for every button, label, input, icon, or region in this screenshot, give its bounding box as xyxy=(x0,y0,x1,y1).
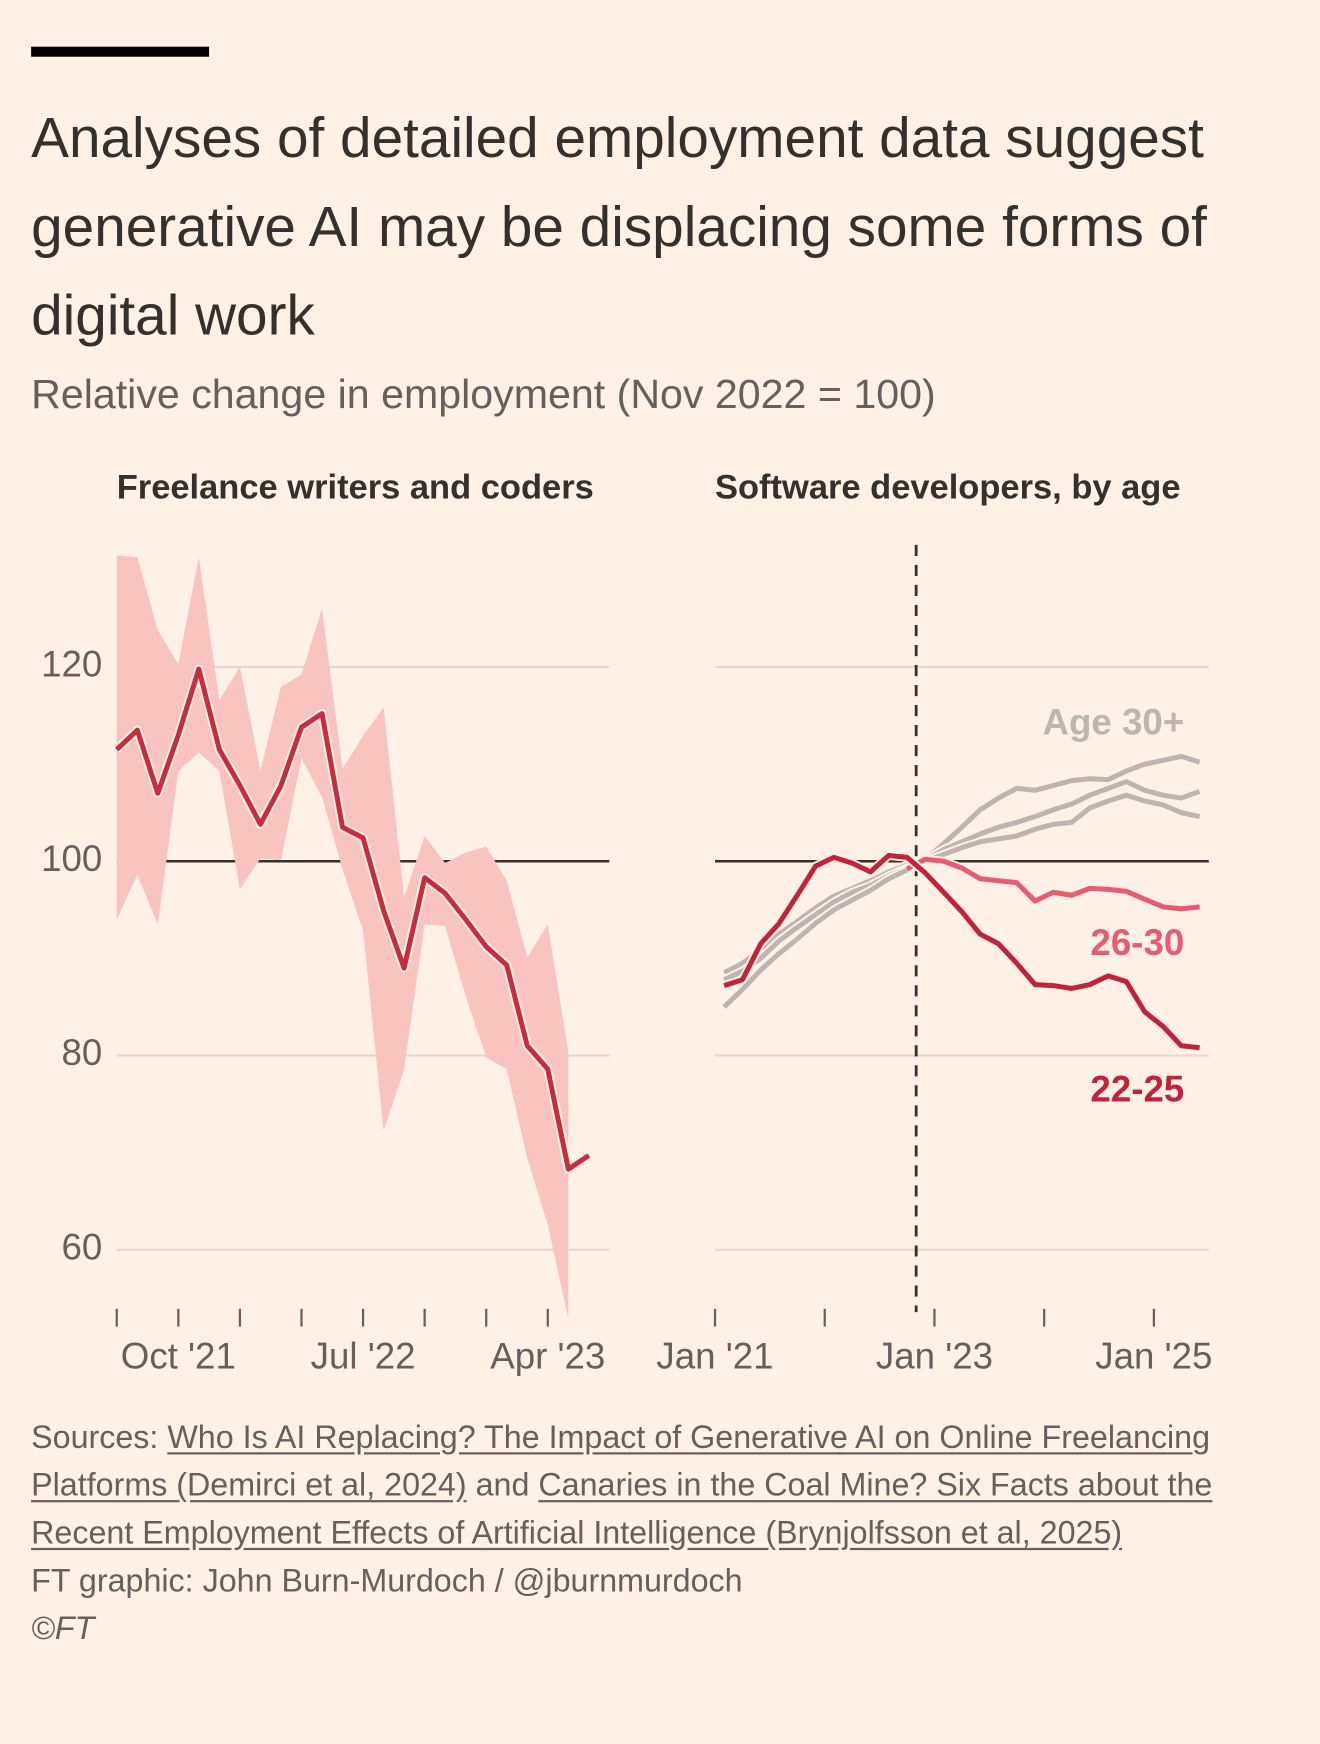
y-tick-label: 60 xyxy=(61,1226,102,1267)
uncertainty-band xyxy=(116,555,569,1319)
line xyxy=(722,753,1201,976)
sources-prefix: Sources: xyxy=(31,1420,159,1456)
sources-conjunction: and xyxy=(475,1467,530,1504)
panel-title: Software developers, by age xyxy=(715,468,1181,506)
y-tick-label: 120 xyxy=(41,644,102,685)
source-link[interactable]: Canaries in the Coal Mine? Six Facts abo… xyxy=(31,1467,1213,1552)
line xyxy=(723,852,1200,1051)
line xyxy=(723,779,1201,983)
series-label: Age 30+ xyxy=(1043,702,1185,743)
line xyxy=(722,792,1201,1009)
series-label: 22-25 xyxy=(1090,1069,1184,1110)
source-link[interactable]: Who Is AI Replacing? The Impact of Gener… xyxy=(31,1420,1211,1504)
credit: FT graphic: John Burn-Murdoch / @jburnmu… xyxy=(31,1563,743,1600)
y-tick-label: 100 xyxy=(41,838,102,879)
x-tick-label: Jan '23 xyxy=(876,1336,993,1377)
line xyxy=(115,666,591,1172)
y-tick-label: 80 xyxy=(61,1032,102,1073)
sources: Sources: Who Is AI Replacing? The Impact… xyxy=(31,1414,1293,1653)
x-tick-label: Jan '21 xyxy=(656,1336,773,1377)
x-tick-label: Jul '22 xyxy=(311,1336,416,1377)
line xyxy=(905,856,1200,912)
copyright: ©FT xyxy=(31,1611,95,1647)
panel-title: Freelance writers and coders xyxy=(117,468,594,506)
x-tick-label: Apr '23 xyxy=(490,1336,605,1377)
x-tick-label: Oct '21 xyxy=(121,1336,236,1377)
subtitle: Relative change in employment (Nov 2022 … xyxy=(31,371,936,417)
series-label: 26-30 xyxy=(1090,922,1184,963)
title: Analyses of detailed employment data sug… xyxy=(31,105,1207,347)
x-tick-label: Jan '25 xyxy=(1095,1336,1212,1377)
top-rule xyxy=(31,46,210,57)
